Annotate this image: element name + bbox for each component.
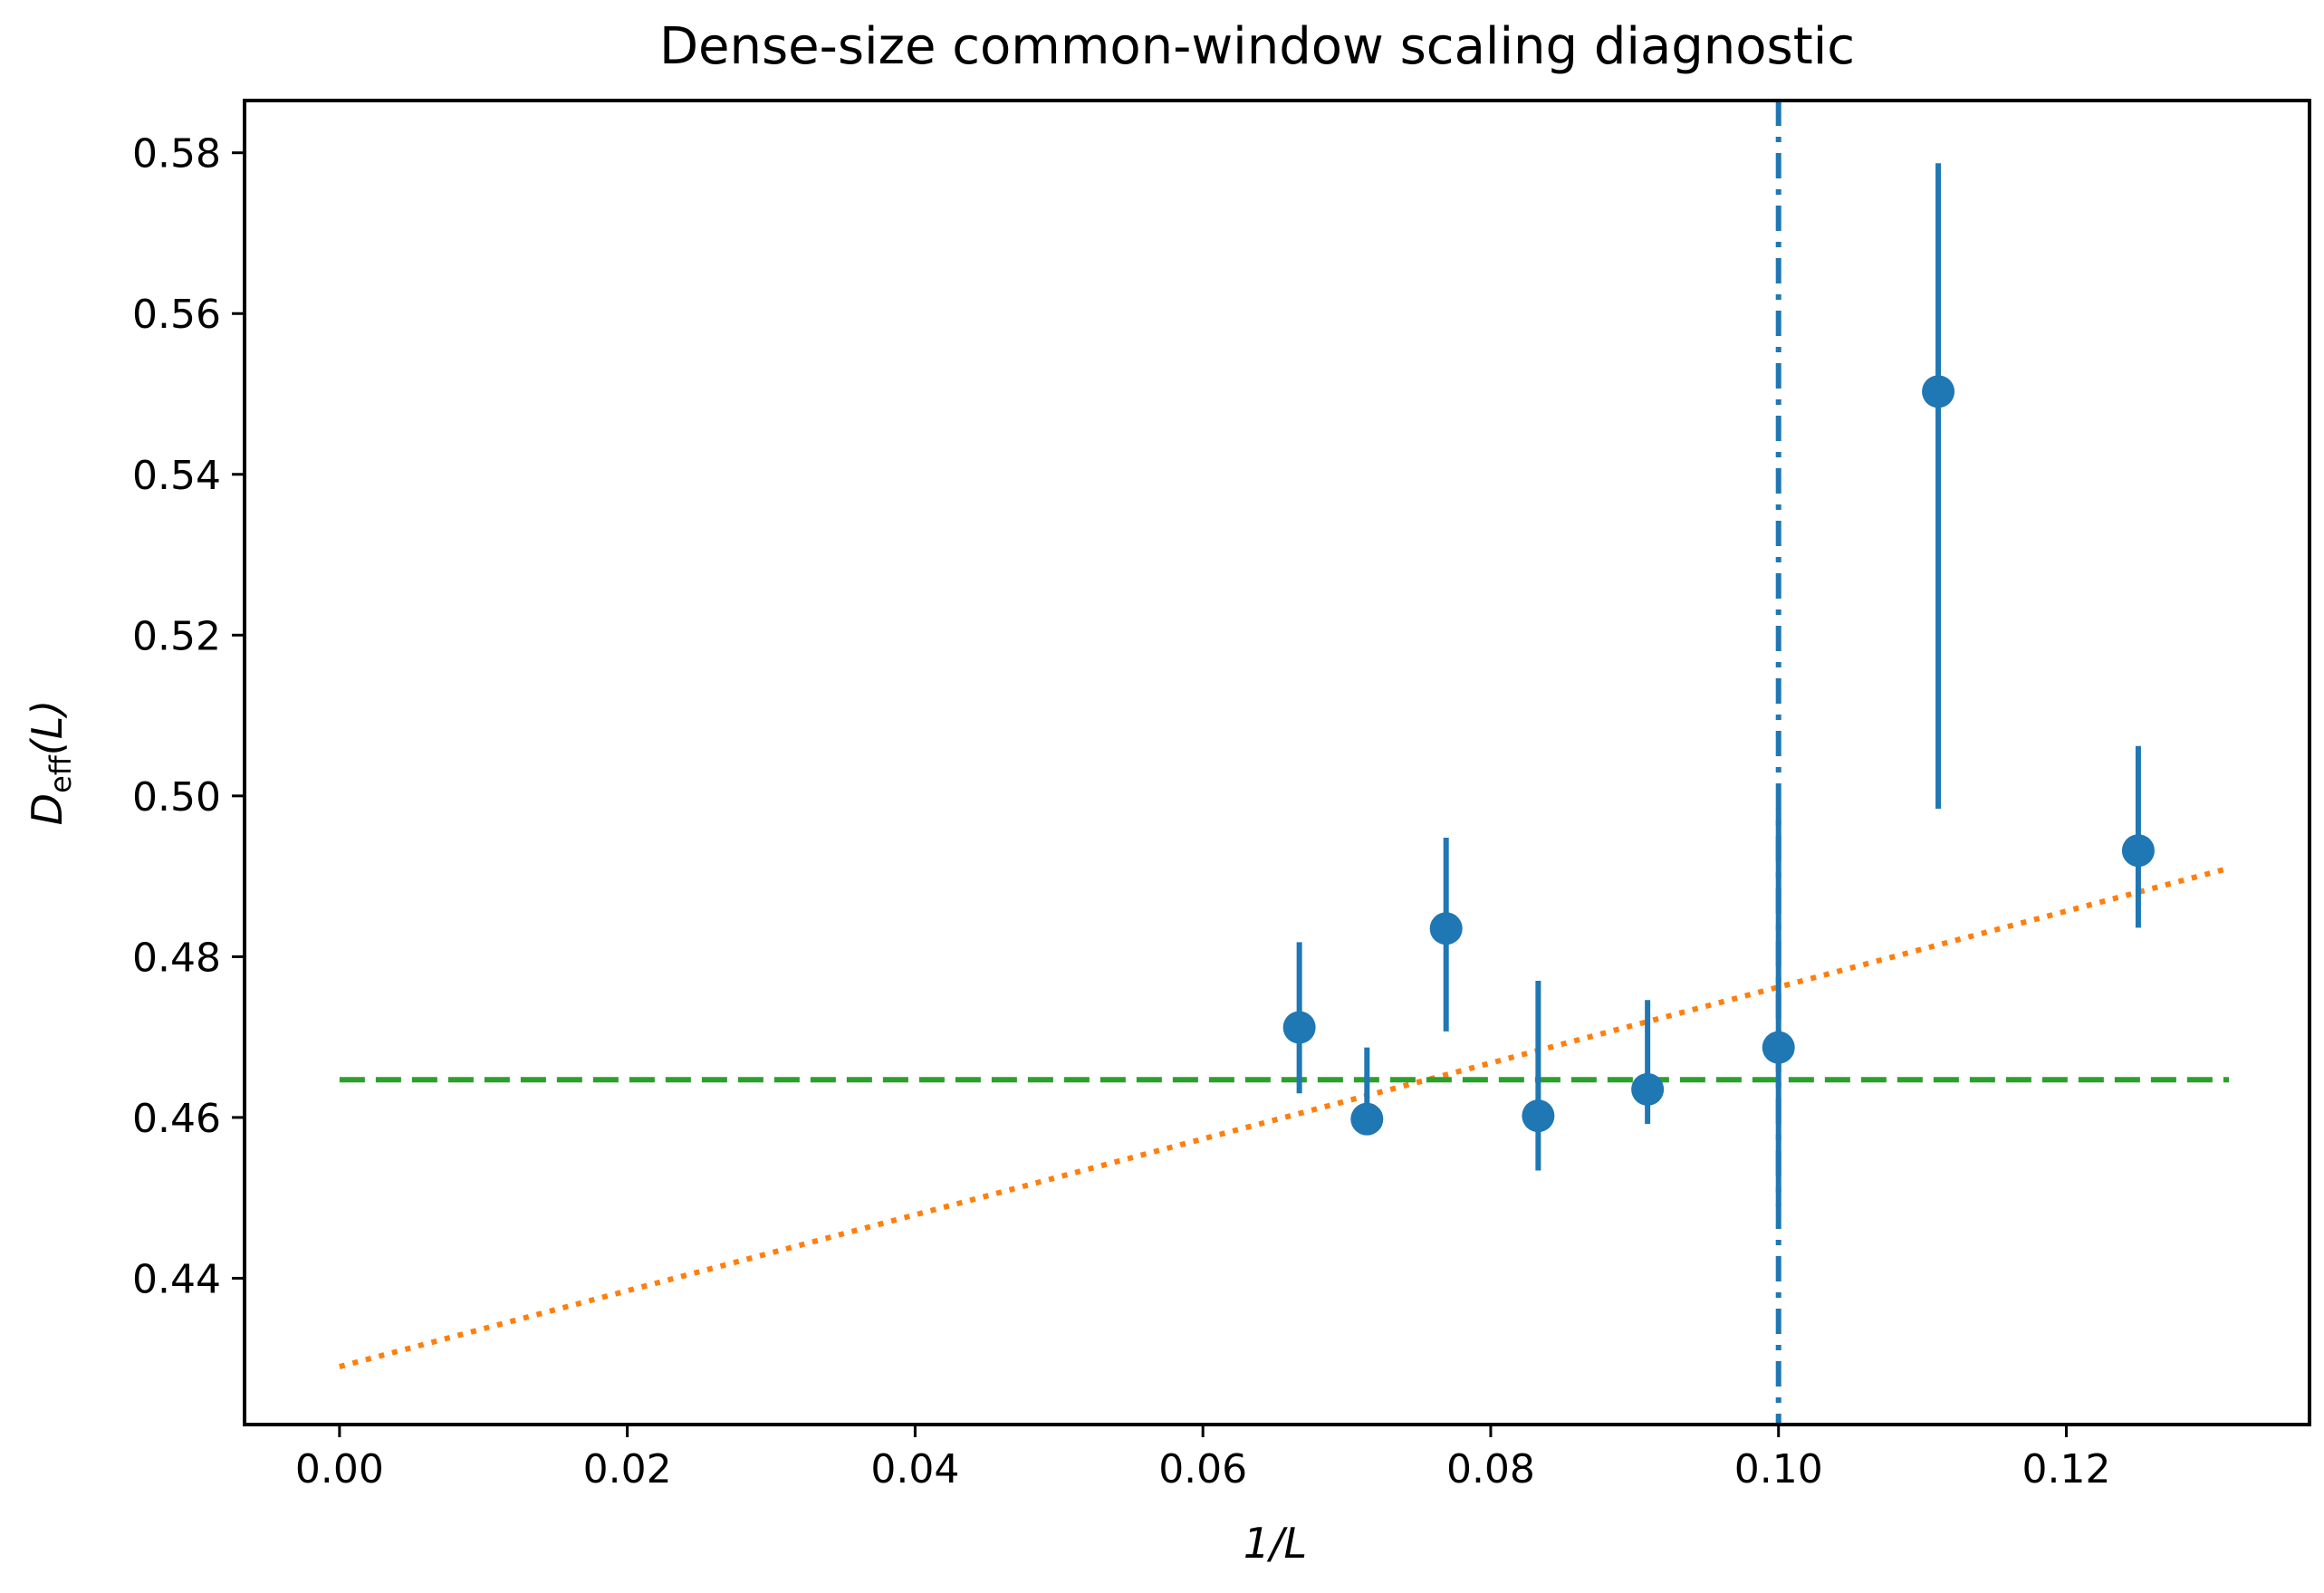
y-tick-label: 0.54	[132, 453, 221, 499]
x-tick-label: 0.02	[583, 1446, 672, 1492]
y-tick-label: 0.48	[132, 935, 221, 981]
data-point	[1429, 912, 1463, 945]
axes-frame	[243, 99, 2311, 1426]
x-tick-label: 0.08	[1446, 1446, 1535, 1492]
x-tick-label: 0.00	[295, 1446, 384, 1492]
data-point	[1922, 375, 1955, 408]
y-axis-label-subscript: eff	[43, 754, 78, 793]
y-axis-label-base: D	[23, 793, 72, 825]
y-tick-label: 0.52	[132, 613, 221, 659]
plot-area	[339, 101, 2230, 1425]
data-point	[1762, 1031, 1795, 1064]
y-tick-label: 0.50	[132, 774, 221, 820]
x-axis-label: 1/L	[1244, 1519, 1307, 1568]
y-tick-label: 0.56	[132, 292, 221, 338]
x-tick-label: 0.12	[2022, 1446, 2111, 1492]
data-point	[1522, 1099, 1555, 1133]
axes: 0.00 0.02 0.04 0.06 0.08 0.10 0.12 0.44 0.46 0.48…	[132, 131, 2110, 1492]
y-tick-label: 0.44	[132, 1256, 221, 1302]
chart-title: Dense-size common-window scaling diagnos…	[659, 17, 1855, 76]
data-point	[1631, 1072, 1665, 1106]
x-tick-label: 0.06	[1158, 1446, 1247, 1492]
y-axis-label-suffix: (L)	[23, 700, 72, 756]
x-tick-label: 0.10	[1734, 1446, 1823, 1492]
data-point	[1350, 1102, 1384, 1136]
data-point	[2121, 834, 2155, 868]
data-point	[1282, 1011, 1316, 1044]
y-tick-label: 0.46	[132, 1096, 221, 1142]
y-tick-label: 0.58	[132, 131, 221, 178]
y-axis-label: Deff(L)	[23, 700, 78, 826]
x-tick-label: 0.04	[870, 1446, 959, 1492]
